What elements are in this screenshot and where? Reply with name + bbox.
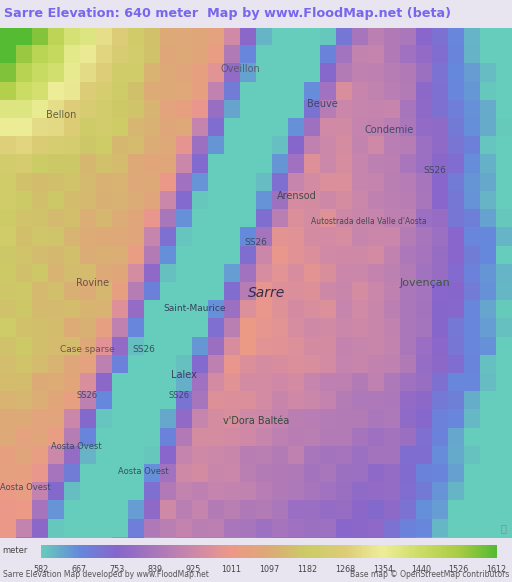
Text: Saint-Maurice: Saint-Maurice <box>163 304 226 313</box>
Text: Oveillon: Oveillon <box>221 64 261 74</box>
Text: SS26: SS26 <box>76 391 98 400</box>
Text: 1440: 1440 <box>411 565 431 574</box>
Text: Sarre Elevation Map developed by www.FloodMap.net: Sarre Elevation Map developed by www.Flo… <box>3 570 208 579</box>
Text: 1097: 1097 <box>259 565 279 574</box>
Text: Sarre Elevation: 640 meter  Map by www.FloodMap.net (beta): Sarre Elevation: 640 meter Map by www.Fl… <box>4 8 451 20</box>
Text: 839: 839 <box>147 565 162 574</box>
Text: SS26: SS26 <box>168 391 190 400</box>
Text: 753: 753 <box>109 565 124 574</box>
Text: Aosta Ovest: Aosta Ovest <box>1 483 51 492</box>
Text: SS26: SS26 <box>245 238 267 247</box>
Text: 667: 667 <box>71 565 87 574</box>
Text: 1268: 1268 <box>335 565 355 574</box>
Text: Lalex: Lalex <box>172 370 197 380</box>
Text: 582: 582 <box>33 565 49 574</box>
Text: ⓘ: ⓘ <box>501 523 507 533</box>
Text: Bellon: Bellon <box>46 109 77 120</box>
Text: Arensod: Arensod <box>277 191 317 201</box>
Text: v'Dora Baltéa: v'Dora Baltéa <box>223 416 289 426</box>
Text: Aosta Ovest: Aosta Ovest <box>118 467 168 477</box>
Text: Sarre: Sarre <box>248 286 285 300</box>
Text: 1612: 1612 <box>486 565 507 574</box>
Text: 1182: 1182 <box>297 565 317 574</box>
Text: Autostrada della Valle d'Aosta: Autostrada della Valle d'Aosta <box>311 218 426 226</box>
Text: Jovençan: Jovençan <box>399 278 451 288</box>
Text: SS26: SS26 <box>424 166 446 175</box>
Text: Base map © OpenStreetMap contributors: Base map © OpenStreetMap contributors <box>350 570 509 579</box>
Text: Case sparse: Case sparse <box>60 345 114 354</box>
Text: Aosta Ovest: Aosta Ovest <box>52 442 102 451</box>
Text: meter: meter <box>3 546 28 555</box>
Text: 925: 925 <box>185 565 201 574</box>
Text: 1354: 1354 <box>373 565 393 574</box>
Text: 1526: 1526 <box>449 565 469 574</box>
Text: Condemie: Condemie <box>365 125 414 135</box>
Text: 1011: 1011 <box>221 565 241 574</box>
Text: Beuve: Beuve <box>307 100 338 109</box>
Text: Rovine: Rovine <box>76 278 109 288</box>
Text: SS26: SS26 <box>132 345 155 354</box>
